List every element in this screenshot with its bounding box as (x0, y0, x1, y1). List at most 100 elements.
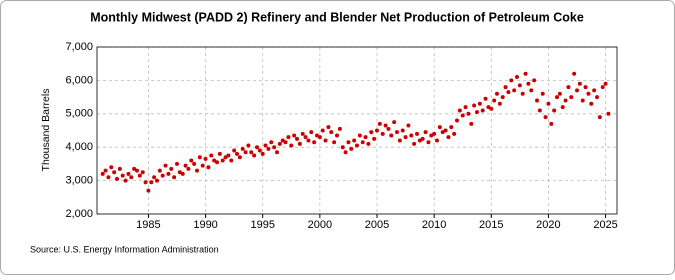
point (135, 168, 139, 173)
point (566, 85, 571, 90)
point (366, 141, 371, 146)
point (183, 163, 188, 168)
point (169, 166, 174, 171)
point (197, 155, 202, 160)
point (283, 140, 288, 145)
point (355, 143, 359, 148)
point (346, 140, 351, 145)
point (186, 166, 191, 171)
point (297, 141, 302, 146)
point (466, 111, 471, 116)
point (160, 173, 165, 178)
point (586, 91, 591, 96)
point (109, 165, 114, 170)
point (275, 150, 279, 155)
point (309, 130, 314, 135)
point (329, 130, 334, 135)
point (126, 171, 131, 176)
point (352, 138, 357, 143)
point (260, 151, 265, 156)
x-tick-label: 1985 (136, 219, 160, 231)
point (206, 165, 211, 170)
point (123, 178, 128, 183)
x-tick-label: 2015 (479, 219, 503, 231)
point (535, 98, 539, 103)
point (606, 111, 611, 116)
point (155, 178, 159, 183)
point (312, 140, 317, 145)
point (512, 88, 517, 93)
point (495, 91, 499, 96)
point (592, 88, 597, 93)
x-tick-label: 2010 (422, 219, 446, 231)
point (412, 141, 417, 146)
point (460, 113, 465, 118)
point (420, 136, 425, 141)
point (489, 106, 494, 111)
point (172, 175, 177, 180)
point (397, 138, 402, 143)
point (163, 163, 168, 168)
point (480, 108, 485, 113)
point (286, 135, 291, 140)
point (409, 133, 414, 138)
point (326, 125, 331, 130)
point (540, 91, 545, 96)
point (115, 176, 119, 181)
point (569, 95, 574, 100)
point (449, 125, 454, 130)
point (289, 143, 294, 148)
point (503, 85, 508, 90)
point (195, 168, 199, 173)
point (295, 136, 299, 141)
point (306, 138, 311, 143)
point (129, 175, 134, 180)
point (263, 143, 268, 148)
point (517, 83, 522, 88)
point (546, 101, 551, 106)
point (557, 91, 562, 96)
point (117, 166, 122, 171)
point (383, 123, 388, 128)
point (243, 150, 248, 155)
point (475, 110, 479, 115)
point (372, 136, 377, 141)
point (400, 128, 405, 133)
point (526, 81, 531, 86)
point (335, 133, 339, 138)
x-tick-label: 2020 (536, 219, 560, 231)
point (349, 146, 354, 151)
x-tick-label: 2000 (308, 219, 332, 231)
point (443, 128, 448, 133)
point (249, 150, 254, 155)
point (320, 128, 325, 133)
source: Source: U.S. Energy Information Administ… (30, 244, 219, 254)
point (386, 126, 391, 131)
point (472, 103, 477, 108)
point (257, 148, 262, 153)
point (483, 96, 488, 101)
point (140, 170, 145, 175)
point (246, 143, 251, 148)
point (266, 146, 271, 151)
point (100, 171, 105, 176)
point (549, 121, 554, 126)
point (477, 101, 482, 106)
point (432, 131, 437, 136)
point (575, 88, 579, 93)
point (149, 180, 154, 185)
point (220, 158, 225, 163)
point (392, 120, 397, 125)
y-tick-label: 3,000 (65, 175, 93, 187)
point (300, 131, 305, 136)
point (217, 151, 222, 156)
point (237, 155, 242, 160)
point (426, 140, 431, 145)
y-tick-label: 2,000 (65, 208, 93, 220)
point (469, 121, 474, 126)
plot-area (96, 46, 618, 215)
point (577, 81, 582, 86)
point (146, 188, 151, 193)
